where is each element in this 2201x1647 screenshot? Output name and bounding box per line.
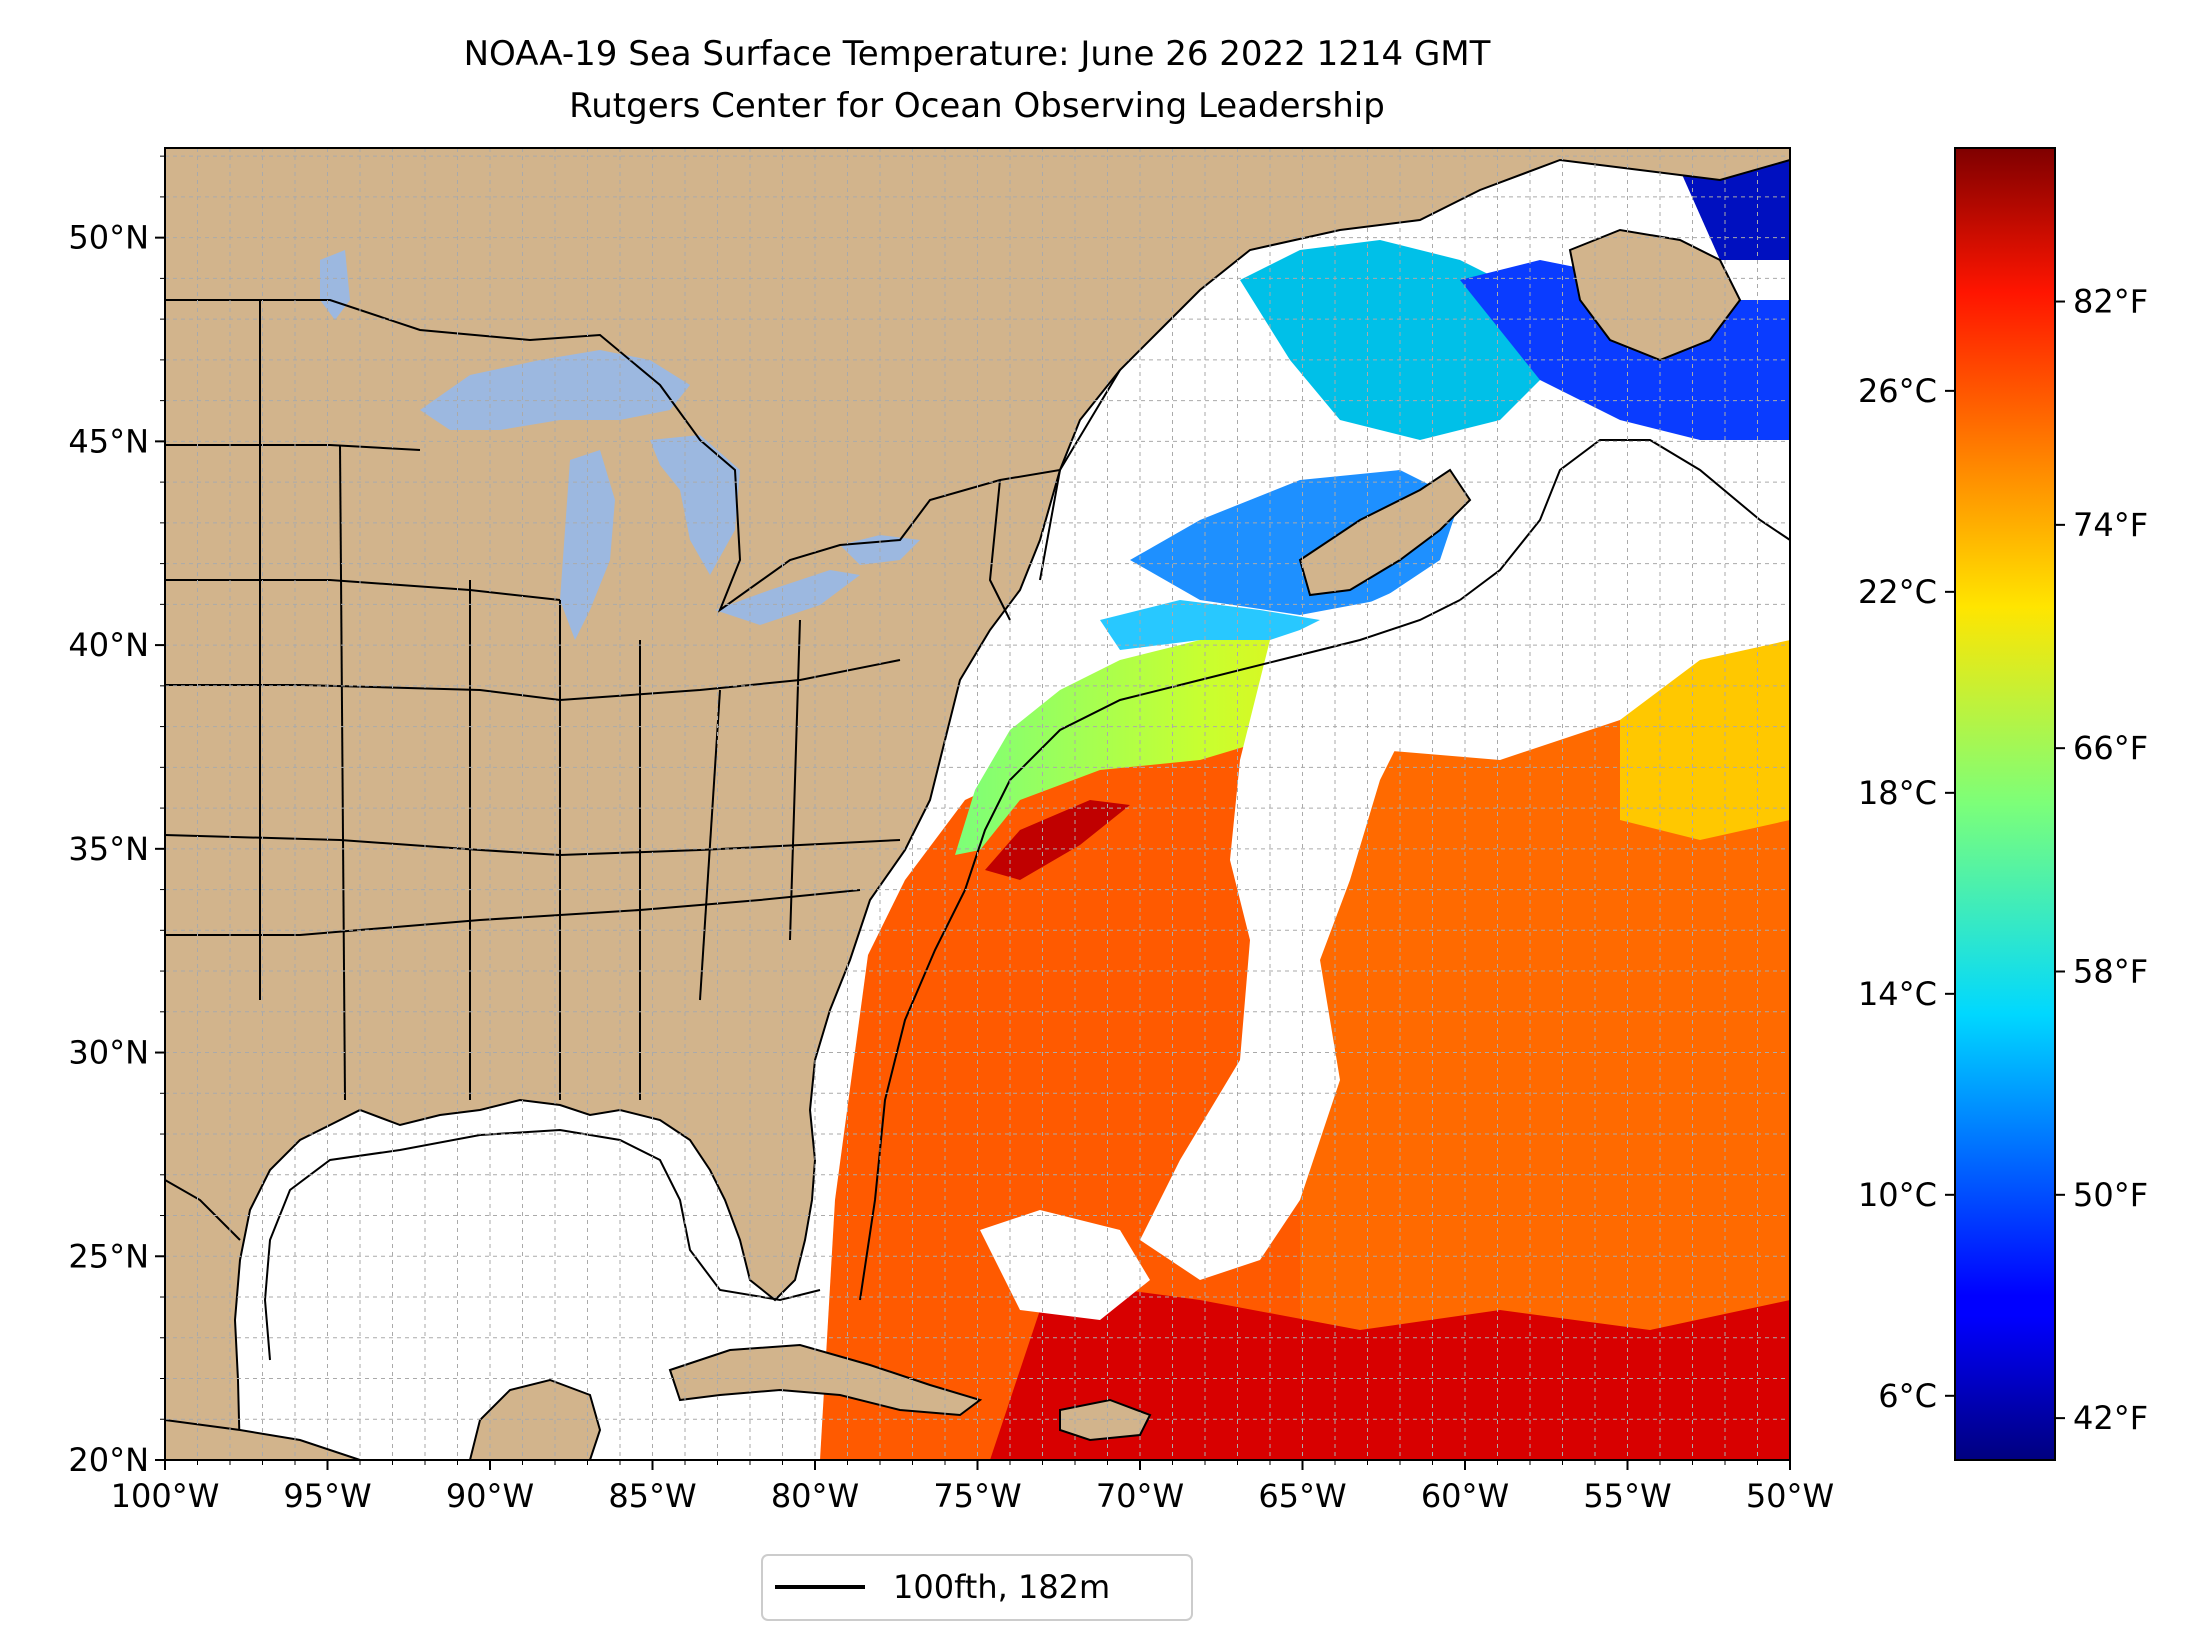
colorbar-celsius-tick-label: 6°C <box>1878 1377 1937 1415</box>
colorbar-celsius-tick-label: 26°C <box>1858 372 1937 410</box>
sst-gulfstream-core <box>985 800 1130 880</box>
colorbar-fahrenheit-tick-label: 58°F <box>2073 952 2148 990</box>
map-title-line1: NOAA-19 Sea Surface Temperature: June 26… <box>464 34 1491 74</box>
isobath-gulf-of-mexico <box>263 1128 821 1361</box>
us-mexico-border <box>165 1179 241 1241</box>
sst-warm-east <box>1300 680 1790 1460</box>
hispaniola-land <box>1059 1398 1152 1442</box>
state-lines-vertical-9 <box>1039 469 1061 581</box>
longitude-tick-label: 70°W <box>1096 1477 1184 1515</box>
longitude-tick-label: 75°W <box>933 1477 1021 1515</box>
colorbar-fahrenheit-tick-label: 74°F <box>2073 506 2148 544</box>
longitude-tick-label: 55°W <box>1583 1477 1671 1515</box>
cloud-mask-central <box>1140 560 1520 1280</box>
sst-warm-south <box>820 740 1300 1460</box>
longitude-tick-label: 50°W <box>1746 1477 1834 1515</box>
isobath-grand-banks <box>1459 439 1790 601</box>
map-panel <box>165 148 1790 1460</box>
longitude-tick-label: 60°W <box>1421 1477 1509 1515</box>
colorbar-fahrenheit-tick-label: 50°F <box>2073 1176 2148 1214</box>
yucatan-land <box>468 1378 602 1460</box>
colorbar-celsius-tick-label: 22°C <box>1858 573 1937 611</box>
longitude-tick-label: 85°W <box>608 1477 696 1515</box>
latitude-axis: 20°N 25°N 30°N 35°N 40°N 45°N 50°N <box>68 155 165 1479</box>
colorbar-celsius-tick-label: 10°C <box>1858 1176 1937 1214</box>
state-lines-vertical-2 <box>339 444 346 1101</box>
latitude-tick-label: 40°N <box>68 626 149 664</box>
sst-scotian-shelf <box>1130 470 1460 615</box>
sst-yellow-east <box>1620 640 1790 840</box>
legend: 100fth, 182m <box>761 1554 1193 1621</box>
colorbar-celsius-tick-label: 14°C <box>1858 975 1937 1013</box>
sst-gulf-of-maine <box>1100 600 1320 650</box>
longitude-axis: 100°W 95°W 90°W 85°W 80°W 75°W 70°W 65°W 60°W 55°… <box>111 1460 1834 1515</box>
latitude-tick-label: 30°N <box>68 1034 149 1072</box>
central-america-land <box>165 1418 361 1460</box>
colorbar-fahrenheit-tick-label: 82°F <box>2073 283 2148 321</box>
latitude-tick-label: 25°N <box>68 1237 149 1275</box>
colorbar-fahrenheit-tick-label: 42°F <box>2073 1399 2148 1437</box>
colorbar-fahrenheit-ticks: 42°F 50°F 58°F 66°F 74°F 82°F <box>2055 283 2148 1437</box>
cuba-land <box>668 1343 983 1417</box>
latitude-tick-label: 45°N <box>68 422 149 460</box>
state-lines-horizontal-1 <box>165 444 421 451</box>
longitude-tick-label: 80°W <box>771 1477 859 1515</box>
state-lines-vertical-8 <box>988 479 1011 621</box>
longitude-tick-label: 95°W <box>283 1477 371 1515</box>
latitude-tick-label: 20°N <box>68 1441 149 1479</box>
longitude-tick-label: 100°W <box>111 1477 220 1515</box>
colorbar-celsius-ticks: 6°C 10°C 14°C 18°C 22°C 26°C <box>1858 372 1955 1415</box>
state-lines-horizontal-2 <box>165 579 561 601</box>
sst-hot-caribbean <box>990 1280 1790 1460</box>
legend-label: 100fth, 182m <box>893 1568 1110 1606</box>
map-title-line2: Rutgers Center for Ocean Observing Leade… <box>569 86 1385 126</box>
colorbar-gradient <box>1954 147 2056 1461</box>
latitude-tick-label: 50°N <box>68 219 149 257</box>
colorbar-celsius-tick-label: 18°C <box>1858 774 1937 812</box>
lat-lon-gridlines <box>165 148 1790 1460</box>
latitude-tick-label: 35°N <box>68 830 149 868</box>
lake-michigan <box>560 450 615 640</box>
longitude-tick-label: 65°W <box>1258 1477 1346 1515</box>
longitude-tick-label: 90°W <box>446 1477 534 1515</box>
legend-box <box>761 1554 1193 1621</box>
state-lines-vertical-7 <box>789 619 801 941</box>
state-lines-vertical-6 <box>699 689 721 1001</box>
colorbar: 6°C 10°C 14°C 18°C 22°C 26°C 42°F 50°F 58°F 66°F… <box>1858 147 2148 1461</box>
lake-erie <box>715 570 860 625</box>
colorbar-fahrenheit-tick-label: 66°F <box>2073 729 2148 767</box>
